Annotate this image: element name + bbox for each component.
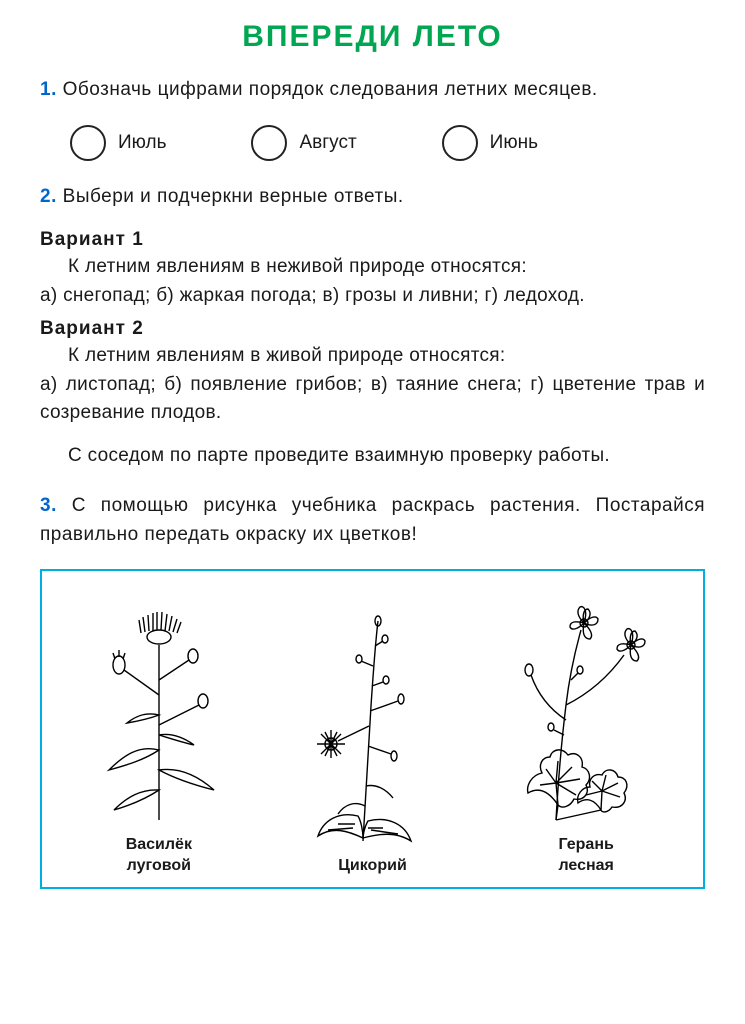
task-3: 3. С помощью рисунка учебника раскрась р…	[40, 492, 705, 549]
task-2-text: 2. Выбери и подчеркни верные ответы.	[40, 183, 705, 212]
variant-2-intro: К летним явлениям в живой природе относя…	[40, 342, 705, 371]
plant-geranium: Герань лесная	[479, 585, 693, 877]
plant-cornflower-illustration	[69, 585, 249, 825]
task-2-body: Выбери и подчеркни верные ответы.	[63, 186, 404, 207]
plants-box: Василёк луговой	[40, 569, 705, 889]
task-2-number: 2.	[40, 186, 57, 207]
variant-1-options: а) снегопад; б) жаркая погода; в) грозы …	[40, 282, 705, 311]
page-title: ВПЕРЕДИ ЛЕТО	[40, 20, 705, 54]
variant-1: Вариант 1 К летним явлениям в неживой пр…	[40, 229, 705, 310]
month-label: Июль	[118, 132, 166, 154]
variant-1-intro: К летним явлениям в неживой природе отно…	[40, 253, 705, 282]
check-note: С соседом по парте проведите взаимную пр…	[40, 442, 705, 471]
variant-1-title: Вариант 1	[40, 229, 705, 251]
month-label: Июнь	[490, 132, 538, 154]
plant-chicory-illustration	[283, 606, 463, 846]
variant-2: Вариант 2 К летним явлениям в живой прир…	[40, 318, 705, 428]
task-1-text: 1. Обозначь цифрами порядок следования л…	[40, 76, 705, 105]
plant-chicory-label: Цикорий	[338, 856, 407, 877]
plant-geranium-illustration	[496, 585, 676, 825]
month-item-august[interactable]: Август	[251, 125, 356, 161]
task-3-body: С помощью рисунка учебника раскрась раст…	[40, 495, 705, 545]
month-label: Август	[299, 132, 356, 154]
task-1: 1. Обозначь цифрами порядок следования л…	[40, 76, 705, 105]
month-item-july[interactable]: Июль	[70, 125, 166, 161]
month-item-june[interactable]: Июнь	[442, 125, 538, 161]
task-3-text: 3. С помощью рисунка учебника раскрась р…	[40, 492, 705, 549]
task-1-body: Обозначь цифрами порядок следования летн…	[63, 79, 598, 100]
plant-chicory: Цикорий	[266, 606, 480, 877]
task-2: 2. Выбери и подчеркни верные ответы.	[40, 183, 705, 212]
variant-2-title: Вариант 2	[40, 318, 705, 340]
month-circle-icon[interactable]	[442, 125, 478, 161]
plant-cornflower: Василёк луговой	[52, 585, 266, 877]
month-circle-icon[interactable]	[70, 125, 106, 161]
plant-geranium-label: Герань лесная	[558, 835, 613, 877]
months-row: Июль Август Июнь	[70, 125, 705, 161]
month-circle-icon[interactable]	[251, 125, 287, 161]
task-1-number: 1.	[40, 79, 57, 100]
task-3-number: 3.	[40, 495, 57, 516]
plant-cornflower-label: Василёк луговой	[126, 835, 192, 877]
variant-2-options: а) листопад; б) появление грибов; в) тая…	[40, 371, 705, 428]
